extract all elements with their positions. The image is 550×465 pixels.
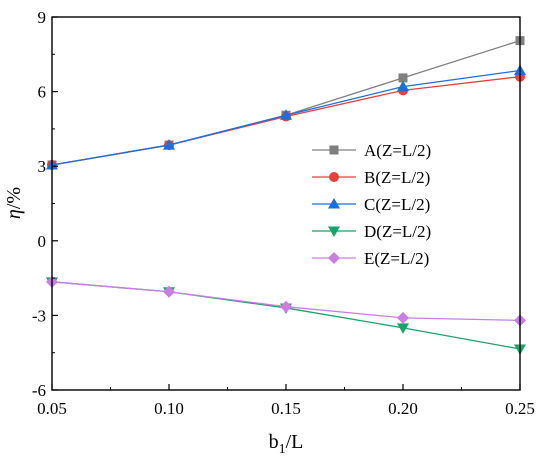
- series-1: [47, 71, 525, 170]
- x-tick-label: 0.15: [271, 399, 301, 418]
- data-point: [280, 300, 292, 313]
- legend-marker: [328, 198, 340, 209]
- data-point: [398, 73, 408, 83]
- x-tick-label: 0.25: [505, 399, 535, 418]
- series-3: [46, 277, 526, 355]
- data-point: [397, 80, 409, 92]
- x-tick-label: 0.10: [154, 399, 184, 418]
- x-axis-label-subscript: 1: [279, 442, 286, 457]
- series-0: [47, 36, 525, 170]
- legend-entry: B(Z=L/2): [312, 168, 430, 187]
- data-point: [280, 109, 292, 120]
- legend-label: D(Z=L/2): [364, 222, 431, 241]
- axis-ticks: 0.05 0.10 0.15 0.20 0.25 -6 -3 0 3 6 9: [32, 8, 535, 418]
- x-axis-label-tail: /L: [286, 431, 304, 453]
- y-tick-label: 6: [38, 83, 47, 102]
- y-axis-label: η/%: [3, 187, 25, 219]
- series-line: [51, 281, 521, 350]
- x-axis-label: b1/L: [269, 431, 304, 457]
- y-tick-label: -3: [32, 306, 46, 325]
- data-point: [163, 285, 175, 298]
- y-axis-label-tail: /%: [3, 187, 25, 209]
- legend-label: A(Z=L/2): [364, 141, 431, 160]
- plot-marks: [46, 36, 526, 355]
- series-4: [46, 275, 526, 327]
- legend-label: C(Z=L/2): [364, 195, 430, 214]
- y-axis-label-var: η: [3, 209, 25, 219]
- data-point: [163, 139, 175, 150]
- legend-entry: A(Z=L/2): [312, 141, 431, 160]
- y-tick-label: 0: [38, 232, 47, 251]
- legend-label: B(Z=L/2): [364, 168, 430, 187]
- legend-marker: [328, 252, 340, 264]
- legend-label: E(Z=L/2): [364, 249, 429, 268]
- data-point: [397, 323, 409, 334]
- legend-marker: [328, 226, 340, 237]
- x-tick-label: 0.20: [388, 399, 418, 418]
- data-point: [397, 311, 409, 324]
- series-line: [51, 40, 521, 166]
- plot-frame: [51, 16, 521, 391]
- legend-marker: [329, 172, 339, 182]
- y-tick-label: -6: [32, 381, 46, 400]
- legend-entry: D(Z=L/2): [312, 222, 431, 241]
- y-tick-label: 3: [38, 157, 47, 176]
- legend-entry: E(Z=L/2): [312, 249, 429, 268]
- series-2: [46, 64, 526, 170]
- legend: A(Z=L/2) B(Z=L/2) C(Z=L/2) D(Z=L/2) E(Z=L/2): [312, 141, 431, 268]
- x-axis-label-main: b: [269, 431, 279, 453]
- x-tick-label: 0.05: [37, 399, 67, 418]
- legend-entry: C(Z=L/2): [312, 195, 430, 214]
- legend-marker: [329, 145, 339, 155]
- y-tick-label: 9: [38, 8, 47, 27]
